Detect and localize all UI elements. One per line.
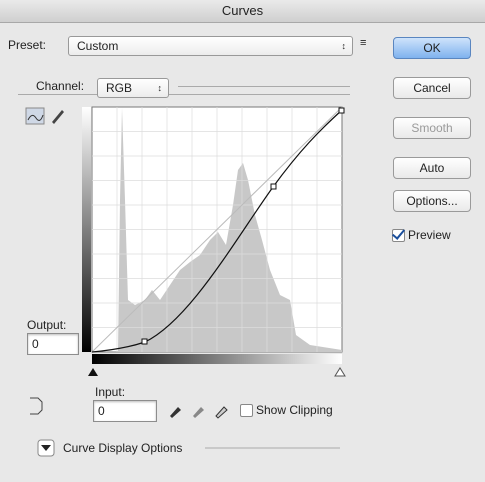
input-field[interactable]: 0 [93,400,157,422]
input-value: 0 [98,404,105,418]
display-options-arrow [41,445,51,451]
channel-value: RGB [106,81,133,95]
preview-checkbox[interactable] [391,226,406,242]
curve [91,109,343,353]
preset-menu-icon[interactable]: ≡ [360,37,367,49]
title-bar: Curves [0,0,485,23]
options-button[interactable]: Options... [393,190,471,212]
output-gradient [82,107,91,352]
cancel-button[interactable]: Cancel [393,77,471,99]
auto-button[interactable]: Auto [393,157,471,179]
curve-point[interactable] [270,183,277,190]
channel-rule [178,86,350,87]
preview-label: Preview [408,228,451,242]
preset-label: Preset: [8,38,47,52]
curve-tool-icon [27,114,44,121]
output-value: 0 [32,337,39,351]
black-point-slider[interactable] [88,368,98,376]
output-label: Output: [27,318,67,332]
baseline-diagonal [91,106,343,353]
channel-group [18,94,350,471]
channel-select[interactable]: RGB ↕ [97,78,169,98]
show-clipping-label: Show Clipping [256,403,333,417]
channel-label: Channel: [32,79,89,93]
ok-button[interactable]: OK [393,37,471,59]
pencil-tool[interactable] [52,110,64,124]
input-gradient [92,354,342,364]
show-clipping-checkbox[interactable] [240,404,253,417]
curve-point[interactable] [338,107,345,114]
preset-value: Custom [77,39,119,53]
curve-tool[interactable] [25,107,45,125]
smooth-button[interactable]: Smooth [393,117,471,139]
curve-point[interactable] [141,338,148,345]
curve-display-options-label: Curve Display Options [63,441,183,455]
eyedroppers[interactable] [170,406,228,419]
preset-select[interactable]: Custom ↕ [68,36,353,56]
output-field[interactable]: 0 [27,333,79,355]
input-label: Input: [95,385,126,399]
targeted-adjust-icon[interactable] [30,397,43,415]
white-point-slider[interactable] [334,367,346,377]
